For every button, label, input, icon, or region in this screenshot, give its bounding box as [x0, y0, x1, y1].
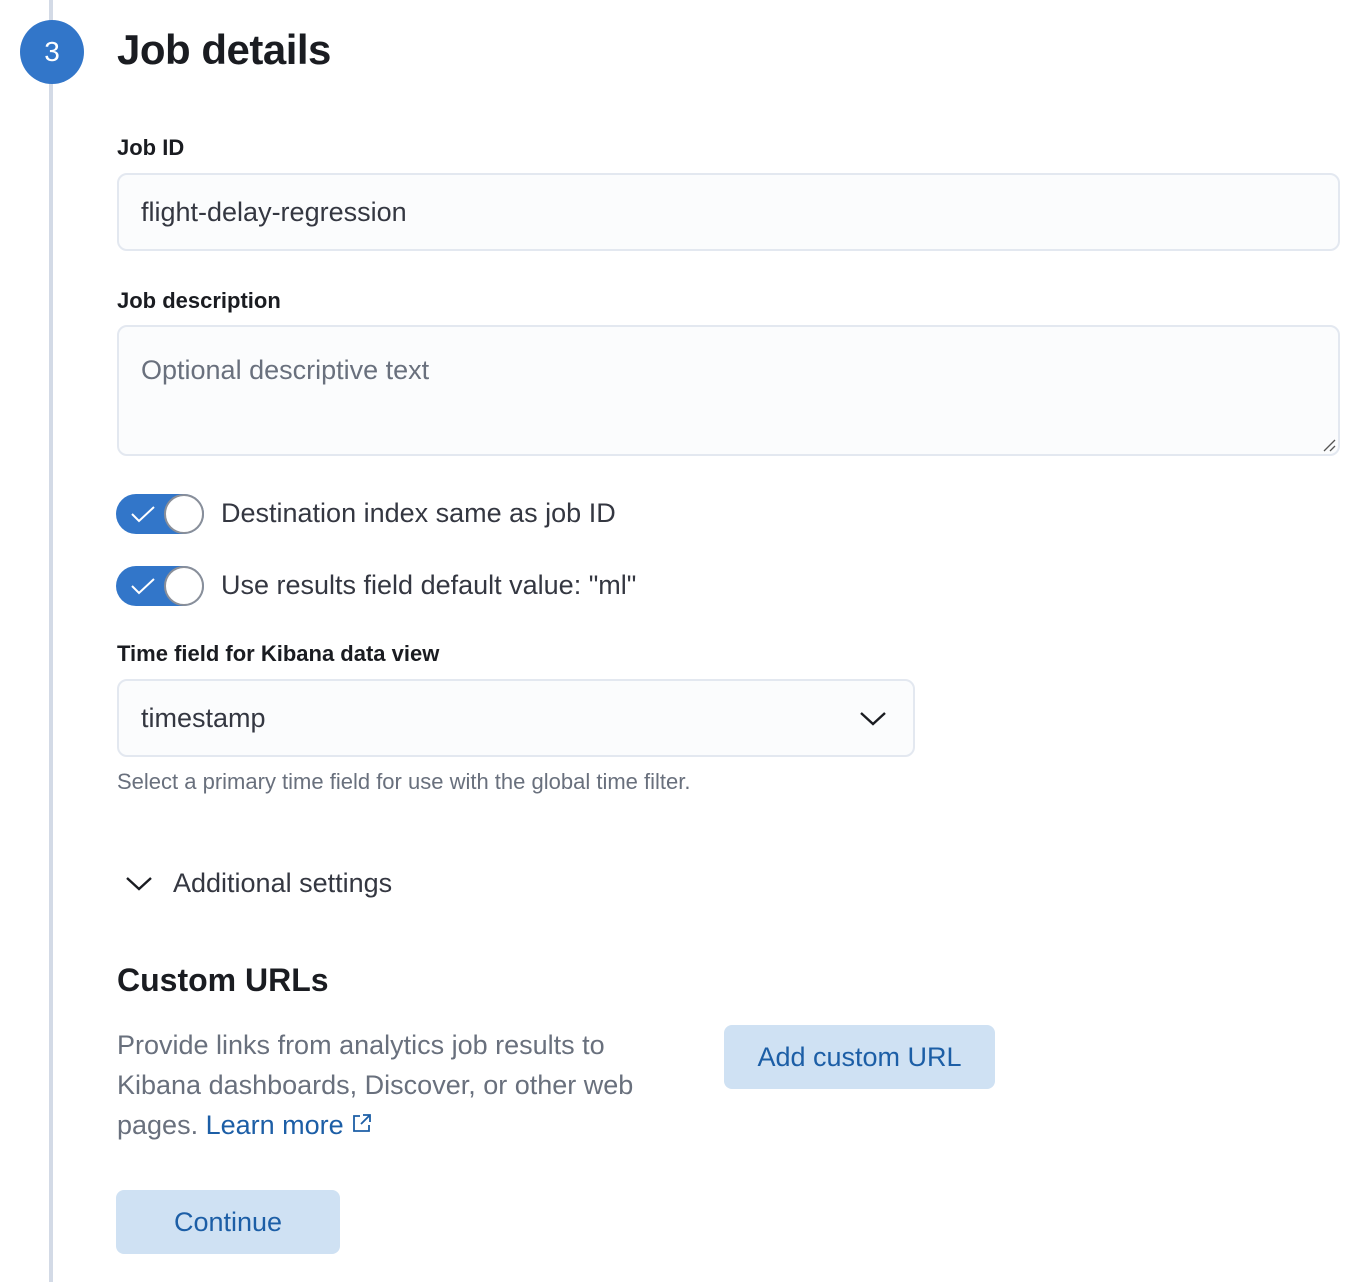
job-description-placeholder: Optional descriptive text [141, 355, 430, 385]
chevron-down-icon [126, 876, 152, 891]
add-custom-url-button[interactable]: Add custom URL [724, 1025, 995, 1089]
additional-settings-toggle[interactable]: Additional settings [125, 868, 392, 899]
check-icon [131, 578, 155, 595]
custom-urls-description: Provide links from analytics job results… [117, 1025, 677, 1145]
job-id-label: Job ID [117, 135, 185, 160]
custom-urls-title: Custom URLs [117, 962, 329, 998]
step-number-badge: 3 [20, 20, 84, 84]
job-id-value: flight-delay-regression [141, 196, 407, 227]
job-description-textarea[interactable]: Optional descriptive text [117, 325, 1340, 456]
learn-more-text: Learn more [205, 1110, 344, 1140]
results-field-label: Use results field default value: "ml" [221, 570, 637, 600]
additional-settings-label: Additional settings [173, 868, 393, 898]
continue-button[interactable]: Continue [116, 1190, 340, 1254]
time-field-select[interactable]: timestamp [117, 679, 915, 757]
learn-more-link[interactable]: Learn more [206, 1110, 374, 1140]
step-rail [49, 0, 53, 1282]
external-link-icon [353, 1114, 372, 1132]
job-description-label: Job description [117, 288, 281, 313]
results-field-toggle[interactable] [116, 566, 204, 606]
custom-urls-description-text: Provide links from analytics job results… [117, 1030, 634, 1140]
chevron-down-icon [860, 712, 886, 726]
page-title: Job details [117, 26, 331, 73]
destination-index-label: Destination index same as job ID [221, 498, 616, 528]
time-field-label: Time field for Kibana data view [117, 641, 440, 666]
destination-index-toggle[interactable] [116, 494, 204, 534]
toggle-knob [164, 494, 204, 534]
step-number: 3 [44, 36, 60, 67]
job-id-input[interactable]: flight-delay-regression [117, 173, 1340, 251]
toggle-knob [164, 566, 204, 606]
time-field-value: timestamp [141, 702, 266, 733]
time-field-help: Select a primary time field for use with… [117, 769, 691, 794]
check-icon [131, 506, 155, 523]
resize-handle-icon[interactable] [1322, 438, 1336, 452]
